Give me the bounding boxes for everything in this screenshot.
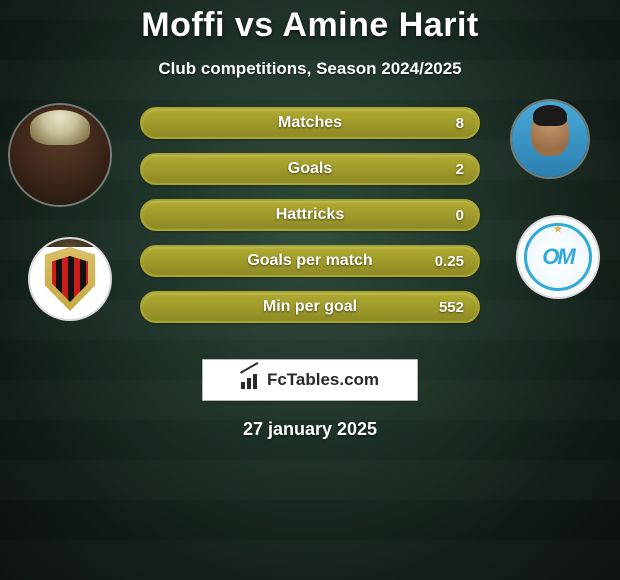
club-right-badge: ★ OM <box>516 215 600 299</box>
content: Moffi vs Amine Harit Club competitions, … <box>0 0 620 440</box>
subtitle: Club competitions, Season 2024/2025 <box>0 59 620 79</box>
stat-row: Min per goal 552 <box>140 291 480 323</box>
marseille-crest: ★ OM <box>518 217 598 297</box>
star-icon: ★ <box>554 224 563 235</box>
stat-right-value: 8 <box>456 115 464 132</box>
bar-chart-icon <box>241 371 263 389</box>
page-title: Moffi vs Amine Harit <box>0 0 620 45</box>
stat-row: Matches 8 <box>140 107 480 139</box>
stat-label: Min per goal <box>142 298 478 316</box>
player-right-image <box>512 101 588 177</box>
stat-right-value: 2 <box>456 161 464 178</box>
eagle-icon <box>40 237 100 247</box>
stat-right-value: 0.25 <box>435 253 464 270</box>
club-left-badge <box>28 237 112 321</box>
brand-box[interactable]: FcTables.com <box>202 359 418 401</box>
brand-name: FcTables.com <box>267 370 379 390</box>
stat-label: Hattricks <box>142 206 478 224</box>
player-left-image <box>10 105 110 205</box>
stat-label: Goals <box>142 160 478 178</box>
stat-row: Goals per match 0.25 <box>140 245 480 277</box>
player-right-avatar <box>510 99 590 179</box>
stat-right-value: 552 <box>439 299 464 316</box>
stat-row: Goals 2 <box>140 153 480 185</box>
stat-label: Matches <box>142 114 478 132</box>
ogc-nice-crest <box>30 239 110 319</box>
stat-label: Goals per match <box>142 252 478 270</box>
stat-rows: Matches 8 Goals 2 Hattricks 0 Goals per … <box>140 107 480 337</box>
player-left-avatar <box>8 103 112 207</box>
club-right-initials: OM <box>542 244 573 270</box>
stat-right-value: 0 <box>456 207 464 224</box>
stat-row: Hattricks 0 <box>140 199 480 231</box>
stats-area: ★ OM Matches 8 Goals 2 Hattricks 0 <box>0 107 620 357</box>
date-text: 27 january 2025 <box>0 419 620 440</box>
